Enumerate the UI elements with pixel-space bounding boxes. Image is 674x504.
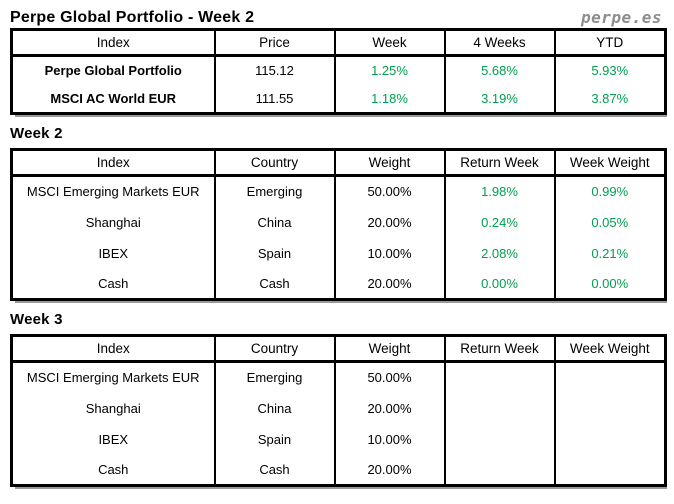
cell-index: MSCI AC World EUR: [50, 90, 177, 106]
cell-index: Cash: [98, 275, 129, 291]
cell-return-week: [443, 392, 555, 424]
cell-week-weight: [553, 423, 666, 455]
cell-week-weight: 0.21%: [553, 237, 666, 269]
cell-weight: 20.00%: [333, 268, 445, 300]
week3-table: Index Country Weight Return Week Week We…: [10, 334, 667, 487]
summary-row: MSCI AC World EUR 111.55 1.18% 3.19% 3.8…: [12, 84, 666, 114]
report-page: Perpe Global Portfolio - Week 2 perpe.es…: [10, 5, 667, 489]
header-cell-week-weight: Week Weight: [553, 149, 666, 177]
cell-ytd-return: 5.93%: [553, 55, 666, 85]
header-cell-index: Index: [11, 335, 215, 363]
header-cell-ytd: YTD: [553, 29, 666, 57]
report-header: Perpe Global Portfolio - Week 2 perpe.es: [10, 5, 664, 27]
header-cell-index: Index: [11, 149, 215, 177]
week3-table-wrap: Index Country Weight Return Week Week We…: [10, 334, 667, 489]
cell-country: China: [213, 392, 335, 424]
week2-table-wrap: Index Country Weight Return Week Week We…: [10, 148, 667, 303]
week3-heading: Week 3: [10, 311, 63, 328]
cell-return-week: 1.98%: [443, 175, 555, 207]
cell-country: Emerging: [213, 175, 335, 207]
header-cell-country: Country: [213, 335, 335, 363]
cell-weight: 20.00%: [333, 454, 445, 486]
cell-weight: 10.00%: [333, 423, 445, 455]
week2-table: Index Country Weight Return Week Week We…: [10, 148, 667, 301]
cell-week-weight: 0.05%: [553, 206, 666, 238]
week2-row: IBEX Spain 10.00% 2.08% 0.21%: [12, 237, 666, 269]
header-cell-4weeks: 4 Weeks: [443, 29, 555, 57]
cell-4weeks-return: 5.68%: [443, 55, 555, 85]
cell-country: Spain: [213, 237, 335, 269]
header-cell-weight: Weight: [333, 149, 445, 177]
header-row: Index Country Weight Return Week Week We…: [11, 335, 666, 363]
summary-table: Index Price Week 4 Weeks YTD Perpe Globa…: [10, 28, 667, 115]
cell-return-week: [443, 423, 555, 455]
week3-row: Cash Cash 20.00%: [12, 454, 666, 486]
week2-row: Cash Cash 20.00% 0.00% 0.00%: [12, 268, 666, 300]
cell-return-week: 0.24%: [443, 206, 555, 238]
header-cell-week: Week: [333, 29, 445, 57]
cell-index: MSCI Emerging Markets EUR: [26, 184, 200, 200]
cell-return-week: 0.00%: [443, 268, 555, 300]
week3-row: Shanghai China 20.00%: [12, 392, 666, 424]
week2-table-header: Index Country Weight Return Week Week We…: [11, 149, 666, 177]
week3-row: IBEX Spain 10.00%: [12, 423, 666, 455]
header-cell-weight: Weight: [333, 335, 445, 363]
week2-heading: Week 2: [10, 125, 63, 142]
brand-logo: perpe.es: [580, 8, 662, 27]
cell-ytd-return: 3.87%: [553, 84, 666, 114]
week2-row: Shanghai China 20.00% 0.24% 0.05%: [12, 206, 666, 238]
cell-week-weight: [553, 454, 666, 486]
cell-price: 111.55: [213, 84, 335, 114]
cell-week-weight: 0.99%: [553, 175, 666, 207]
cell-country: China: [213, 206, 335, 238]
summary-table-wrap: Index Price Week 4 Weeks YTD Perpe Globa…: [10, 28, 667, 117]
cell-index: MSCI Emerging Markets EUR: [26, 370, 200, 386]
cell-weight: 50.00%: [333, 361, 445, 393]
header-cell-price: Price: [213, 29, 335, 57]
cell-index: IBEX: [98, 245, 129, 261]
summary-table-header: Index Price Week 4 Weeks YTD: [11, 29, 666, 57]
header-cell-return-week: Return Week: [443, 149, 555, 177]
header-cell-week-weight: Week Weight: [553, 335, 666, 363]
cell-4weeks-return: 3.19%: [443, 84, 555, 114]
cell-week-weight: [553, 392, 666, 424]
cell-week-weight: 0.00%: [553, 268, 666, 300]
cell-week-return: 1.18%: [333, 84, 445, 114]
week2-row: MSCI Emerging Markets EUR Emerging 50.00…: [12, 175, 666, 207]
cell-weight: 50.00%: [333, 175, 445, 207]
cell-week-return: 1.25%: [333, 55, 445, 85]
cell-index: Shanghai: [85, 214, 141, 230]
cell-index: Cash: [98, 461, 129, 477]
cell-return-week: [443, 454, 555, 486]
header-cell-return-week: Return Week: [443, 335, 555, 363]
cell-country: Spain: [213, 423, 335, 455]
cell-weight: 10.00%: [333, 237, 445, 269]
cell-weight: 20.00%: [333, 392, 445, 424]
cell-price: 115.12: [213, 55, 335, 85]
cell-index: Perpe Global Portfolio: [44, 63, 182, 79]
cell-return-week: 2.08%: [443, 237, 555, 269]
header-cell-index: Index: [11, 29, 215, 57]
page-title: Perpe Global Portfolio - Week 2: [10, 9, 255, 26]
cell-country: Cash: [213, 454, 335, 486]
cell-week-weight: [553, 361, 666, 393]
summary-row: Perpe Global Portfolio 115.12 1.25% 5.68…: [12, 55, 666, 85]
week3-row: MSCI Emerging Markets EUR Emerging 50.00…: [12, 361, 666, 393]
cell-return-week: [443, 361, 555, 393]
cell-index: IBEX: [98, 431, 129, 447]
header-cell-country: Country: [213, 149, 335, 177]
header-row: Index Price Week 4 Weeks YTD: [11, 29, 666, 57]
cell-index: Shanghai: [85, 400, 141, 416]
cell-weight: 20.00%: [333, 206, 445, 238]
cell-country: Cash: [213, 268, 335, 300]
week3-table-header: Index Country Weight Return Week Week We…: [11, 335, 666, 363]
header-row: Index Country Weight Return Week Week We…: [11, 149, 666, 177]
cell-country: Emerging: [213, 361, 335, 393]
